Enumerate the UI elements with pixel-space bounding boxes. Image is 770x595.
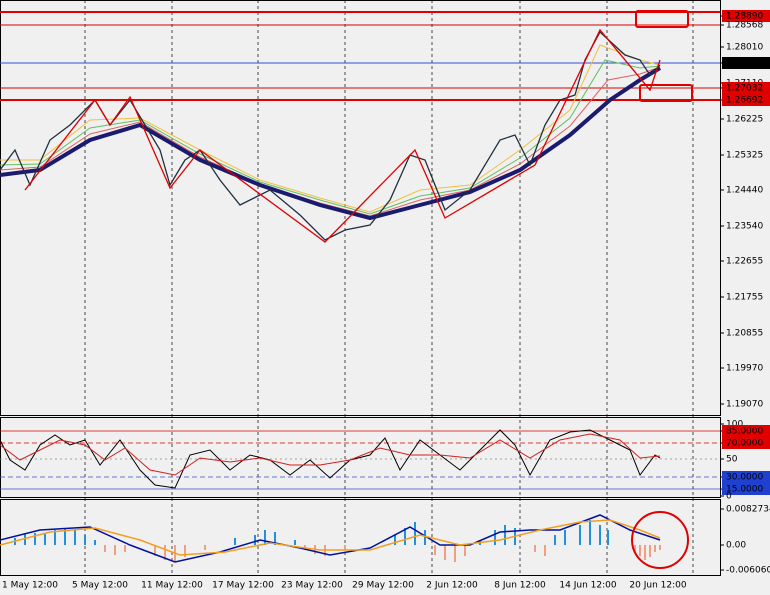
time-label: 29 May 12:00 [352, 581, 414, 591]
macd-panel [0, 499, 721, 576]
label-badge [722, 10, 770, 22]
highlight-box [639, 84, 693, 102]
macd-signal [0, 519, 661, 556]
oscillator-signal [0, 433, 661, 476]
time-label: 11 May 12:00 [141, 581, 203, 591]
axis-label: 1.26225 [726, 115, 763, 125]
axis-label: 0.0082734 [726, 505, 770, 515]
axis-label: 1.28010 [726, 43, 763, 53]
axis-label: 0.00 [726, 541, 746, 551]
axis-label: -0.0060604 [726, 566, 770, 576]
time-label: 1 May 12:00 [2, 581, 58, 591]
axis-label: 1.27032 [726, 84, 763, 94]
label-badge [722, 425, 770, 437]
axis-label: 1.26692 [726, 96, 763, 106]
axis-label: 1.27635 [726, 59, 763, 69]
axis-label: 1.22655 [726, 257, 763, 267]
axis-label: 30.0000 [726, 473, 763, 483]
axis-label: 1.21755 [726, 293, 763, 303]
axis-label: 50 [726, 455, 738, 465]
axis-label: 1.24440 [726, 186, 763, 196]
oscillator-levels [0, 430, 720, 490]
axis-label: 1.28890 [726, 12, 763, 22]
time-label: 8 Jun 12:00 [494, 581, 546, 591]
axis-label: 1.19970 [726, 364, 763, 374]
time-label: 20 Jun 12:00 [629, 581, 686, 591]
label-badge [722, 57, 770, 69]
label-badge [722, 82, 770, 94]
oscillator-panel [0, 417, 721, 498]
axis-label: 85.0000 [726, 427, 763, 437]
axis-label: 100 [726, 420, 743, 430]
time-label: 17 May 12:00 [212, 581, 274, 591]
levels [0, 11, 720, 101]
price-panel [0, 0, 721, 416]
time-label: 5 May 12:00 [72, 581, 128, 591]
axis-label: 70.0000 [726, 439, 763, 449]
axis-label: 1.25325 [726, 151, 763, 161]
highlight-box [635, 10, 689, 28]
highlight-circle [631, 511, 689, 569]
axis-label: 0 [726, 492, 732, 502]
time-label: 2 Jun 12:00 [426, 581, 478, 591]
label-badge [722, 437, 770, 449]
time-label: 23 May 12:00 [281, 581, 343, 591]
label-badge [722, 94, 770, 106]
axis-label: 15.0000 [726, 485, 763, 495]
axis-label: 1.28568 [726, 21, 763, 31]
axis-label: 1.20855 [726, 329, 763, 339]
label-badge [722, 483, 770, 495]
label-badge [722, 471, 770, 483]
axis-label: 1.23540 [726, 222, 763, 232]
axis-label: 1.19070 [726, 400, 763, 410]
zigzag [24, 28, 661, 243]
time-label: 14 Jun 12:00 [559, 581, 616, 591]
macd-line [0, 514, 661, 563]
